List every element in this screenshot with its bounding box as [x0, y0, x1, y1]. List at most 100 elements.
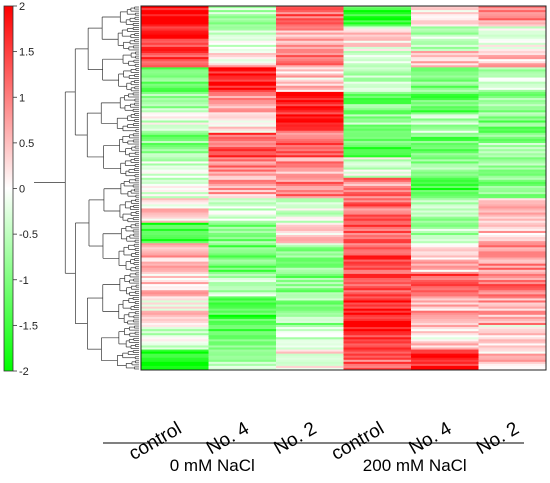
- heatmap-cell: [208, 277, 277, 281]
- heatmap-cell: [478, 59, 547, 62]
- heatmap-cell: [208, 177, 277, 181]
- heatmap-cell: [141, 320, 209, 324]
- heatmap-cell: [343, 6, 412, 9]
- heatmap-cell: [276, 163, 344, 166]
- heatmap-cell: [141, 122, 209, 125]
- heatmap-cell: [343, 284, 412, 287]
- heatmap-cell: [276, 367, 344, 371]
- heatmap-cell: [343, 329, 412, 332]
- heatmap-cell: [411, 304, 479, 307]
- heatmap-cell: [343, 220, 412, 224]
- heatmap-cell: [478, 249, 547, 252]
- heatmap-cell: [411, 192, 479, 195]
- heatmap-cell: [276, 110, 344, 113]
- heatmap-cell: [411, 239, 479, 242]
- heatmap-cell: [478, 128, 547, 132]
- heatmap-cell: [276, 145, 344, 148]
- heatmap-cell: [478, 79, 547, 83]
- heatmap-cell: [343, 349, 412, 352]
- heatmap-cell: [141, 322, 209, 326]
- heatmap-cell: [141, 267, 209, 271]
- heatmap-cell: [208, 57, 277, 60]
- heatmap-cell: [208, 294, 277, 297]
- heatmap-cell: [276, 10, 344, 13]
- heatmap-cell: [208, 298, 277, 301]
- heatmap-cell: [208, 288, 277, 291]
- heatmap-cell: [276, 277, 344, 281]
- heatmap-cell: [208, 351, 277, 355]
- heatmap-cell: [276, 30, 344, 33]
- heatmap-cell: [411, 190, 479, 193]
- heatmap-cell: [141, 183, 209, 187]
- heatmap-cell: [208, 22, 277, 25]
- heatmap-cell: [478, 53, 547, 56]
- heatmap-cell: [141, 345, 209, 348]
- heatmap-cell: [478, 36, 547, 40]
- heatmap-cell: [343, 226, 412, 230]
- heatmap-cell: [208, 239, 277, 242]
- heatmap-cell: [411, 351, 479, 355]
- heatmap-cell: [478, 263, 547, 267]
- heatmap-cell: [141, 226, 209, 230]
- heatmap-cell: [478, 198, 547, 201]
- heatmap-cell: [141, 190, 209, 193]
- heatmap-cell: [411, 247, 479, 250]
- heatmap-cell: [276, 300, 344, 303]
- heatmap-cell: [478, 26, 547, 29]
- heatmap-cell: [411, 143, 479, 146]
- heatmap-cell: [478, 367, 547, 371]
- heatmap-cell: [276, 175, 344, 179]
- heatmap-cell: [478, 112, 547, 115]
- heatmap-cell: [276, 322, 344, 326]
- heatmap-cell: [478, 12, 547, 15]
- heatmap-cell: [141, 44, 209, 48]
- heatmap-cell: [343, 214, 412, 218]
- heatmap-cell: [478, 140, 547, 144]
- heatmap-cell: [478, 100, 547, 103]
- heatmap-cell: [478, 224, 547, 228]
- heatmap-cell: [276, 181, 344, 185]
- heatmap-cell: [141, 173, 209, 177]
- heatmap-cell: [141, 304, 209, 307]
- heatmap-cell: [478, 73, 547, 76]
- heatmap-cell: [276, 20, 344, 23]
- heatmap-cell: [411, 83, 479, 87]
- heatmap-cell: [208, 8, 277, 11]
- heatmap-cell: [208, 237, 277, 240]
- heatmap-cell: [208, 89, 277, 93]
- heatmap-cell: [411, 38, 479, 42]
- heatmap-cell: [478, 71, 547, 74]
- heatmap-cell: [208, 300, 277, 303]
- heatmap-cell: [141, 161, 209, 164]
- heatmap-cell: [343, 108, 412, 111]
- heatmap-cell: [208, 40, 277, 44]
- heatmap-cell: [276, 312, 344, 316]
- heatmap-cell: [411, 22, 479, 25]
- heatmap-cell: [343, 12, 412, 15]
- heatmap-cell: [276, 6, 344, 9]
- heatmap-cell: [276, 216, 344, 220]
- color-scale-tick-label: -0.5: [19, 229, 38, 241]
- heatmap-cell: [411, 32, 479, 36]
- heatmap-cell: [343, 228, 412, 232]
- heatmap-cell: [411, 341, 479, 344]
- heatmap-cell: [478, 339, 547, 342]
- heatmap-cell: [276, 50, 344, 54]
- heatmap-cell: [141, 177, 209, 181]
- heatmap-cell: [343, 177, 412, 181]
- heatmap-cell: [343, 48, 412, 52]
- heatmap-cell: [141, 331, 209, 334]
- heatmap-cell: [478, 359, 547, 363]
- heatmap-cell: [276, 290, 344, 293]
- heatmap-cell: [478, 77, 547, 81]
- heatmap-cell: [411, 95, 479, 99]
- heatmap-cell: [208, 71, 277, 74]
- heatmap-cell: [141, 108, 209, 111]
- heatmap-cell: [208, 153, 277, 156]
- heatmap-cell: [276, 42, 344, 46]
- heatmap-cell: [141, 220, 209, 224]
- heatmap-cell: [208, 98, 277, 101]
- heatmap-cell: [343, 161, 412, 164]
- heatmap-cell: [141, 28, 209, 31]
- heatmap-cell: [411, 63, 479, 66]
